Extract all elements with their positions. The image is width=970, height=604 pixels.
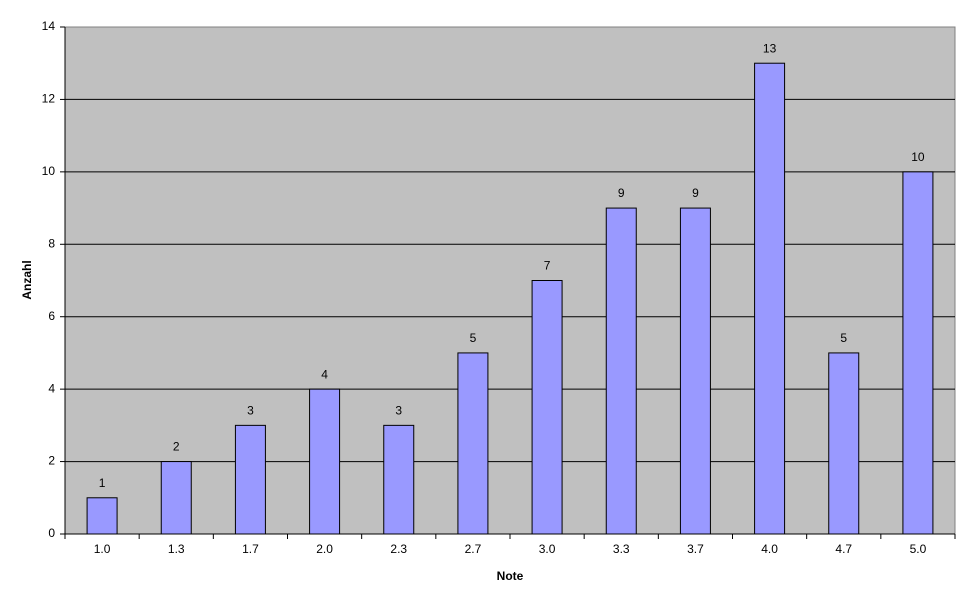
x-tick-label: 1.0 [94, 542, 111, 556]
y-tick-label: 4 [48, 381, 55, 395]
bar [309, 388, 341, 535]
x-tick-label: 3.3 [613, 542, 630, 556]
bar [828, 352, 860, 535]
x-tick-label: 3.7 [687, 542, 704, 556]
data-label: 5 [840, 331, 847, 345]
bar [160, 461, 192, 535]
y-tick-label: 0 [48, 526, 55, 540]
bar [902, 171, 934, 535]
y-axis-label: Anzahl [20, 260, 34, 299]
data-label: 9 [618, 186, 625, 200]
data-label: 2 [173, 440, 180, 454]
y-tick-label: 8 [48, 236, 55, 250]
y-tick-label: 6 [48, 309, 55, 323]
x-tick-label: 2.3 [390, 542, 407, 556]
x-tick-label: 4.7 [835, 542, 852, 556]
bar [754, 62, 786, 535]
x-tick-label: 2.7 [465, 542, 482, 556]
bar [86, 497, 118, 535]
data-label: 4 [321, 367, 328, 381]
x-tick-label: 1.7 [242, 542, 259, 556]
x-tick-label: 5.0 [910, 542, 927, 556]
y-tick-label: 2 [48, 454, 55, 468]
bar [383, 424, 415, 535]
data-label: 3 [247, 404, 254, 418]
x-tick-label: 2.0 [316, 542, 333, 556]
plot-area [64, 26, 956, 535]
data-label: 7 [544, 259, 551, 273]
y-tick-label: 12 [42, 92, 56, 106]
bar [531, 280, 563, 535]
bar [234, 424, 266, 535]
data-label: 13 [763, 41, 777, 55]
y-tick-label: 14 [42, 19, 56, 33]
data-label: 1 [99, 476, 106, 490]
y-tick-label: 10 [42, 164, 56, 178]
x-axis-label: Note [497, 569, 524, 583]
x-tick-label: 3.0 [539, 542, 556, 556]
data-label: 5 [470, 331, 477, 345]
x-tick-label: 4.0 [761, 542, 778, 556]
x-tick-label: 1.3 [168, 542, 185, 556]
data-label: 9 [692, 186, 699, 200]
data-label: 3 [395, 404, 402, 418]
bar [605, 207, 637, 535]
data-label: 10 [911, 150, 925, 164]
bar [679, 207, 711, 535]
bar [457, 352, 489, 535]
